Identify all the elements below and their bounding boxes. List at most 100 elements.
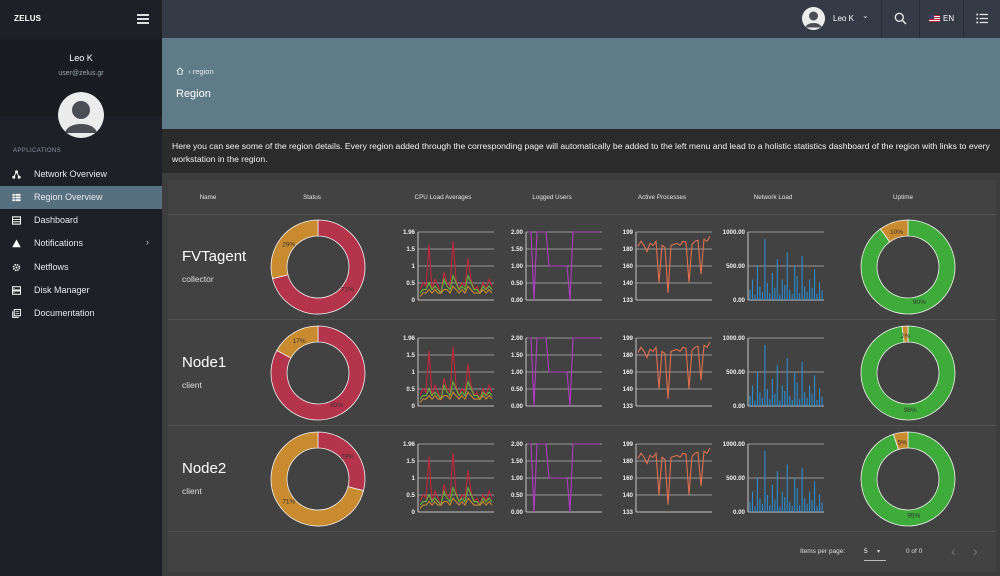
y-tick-label: 133	[623, 297, 634, 304]
y-tick-label: 160	[623, 475, 634, 482]
y-tick-label: 1.00	[511, 369, 524, 376]
sidebar-item-notifications[interactable]: Notifications ›	[0, 232, 162, 255]
previous-page-button[interactable]: ‹	[951, 543, 956, 559]
y-tick-label: 1.5	[406, 352, 415, 359]
bar-mark	[794, 478, 796, 512]
avatar	[58, 92, 104, 138]
items-per-page-select[interactable]: 5	[864, 548, 868, 555]
y-tick-label: 0.00	[511, 403, 524, 410]
donut-slice	[276, 325, 319, 359]
y-tick-label: 199	[623, 441, 634, 448]
bar-mark	[789, 501, 791, 512]
bar-mark	[799, 505, 801, 512]
sidebar-item-dashboard[interactable]: Dashboard	[0, 209, 162, 232]
sidebar-item-documentation[interactable]: Documentation	[0, 302, 162, 325]
bar-mark	[809, 491, 811, 512]
donut-slice	[270, 431, 365, 527]
bar-mark	[761, 503, 763, 512]
donut-slice-label: 90%	[913, 299, 926, 306]
sidebar-section-title: APPLICATIONS	[13, 148, 62, 154]
search-icon[interactable]	[894, 12, 907, 25]
cog-icon	[12, 263, 21, 272]
bar-mark	[766, 283, 768, 300]
region-row-name[interactable]: Node2	[182, 460, 227, 477]
bar-mark	[774, 287, 776, 300]
active-processes-chart: 133 140 160 180 199	[623, 441, 712, 516]
bar-mark	[814, 269, 816, 300]
menu-toggle-icon[interactable]	[137, 14, 149, 24]
donut-slice	[860, 431, 956, 527]
bar-mark	[791, 505, 793, 512]
server-icon	[12, 286, 21, 295]
home-icon[interactable]	[176, 67, 184, 75]
brand-logo[interactable]: ZELUS	[14, 14, 42, 23]
y-tick-label: 1.50	[511, 246, 524, 253]
bar-mark	[766, 495, 768, 512]
y-tick-label: 500.00	[726, 475, 745, 482]
caret-down-icon[interactable]: ▾	[877, 549, 881, 555]
donut-slice	[270, 219, 319, 280]
y-tick-label: 2.00	[511, 335, 524, 342]
language-selector[interactable]: EN	[943, 14, 955, 23]
bar-mark	[809, 279, 811, 300]
bar-mark	[774, 393, 776, 406]
bar-mark	[754, 294, 756, 300]
y-tick-label: 1000.00	[723, 229, 746, 236]
bar-mark	[751, 385, 754, 406]
series-line	[528, 337, 600, 407]
sidebar-item-netflows[interactable]: Netflows	[0, 256, 162, 279]
chevron-down-icon[interactable]: ⌄	[862, 11, 869, 20]
bar-mark	[804, 392, 806, 406]
bar-mark	[766, 389, 768, 406]
bar-mark	[786, 358, 788, 406]
bar-mark	[764, 238, 766, 300]
y-tick-label: 1.96	[403, 441, 416, 448]
donut-slice-label: 17%	[293, 338, 306, 345]
cpu-load-chart: 0 0.5 1 1.5 1.96	[403, 229, 494, 304]
items-per-page-label: Items per page:	[800, 548, 846, 555]
list-menu-icon[interactable]	[976, 13, 988, 24]
bar-mark	[769, 399, 771, 406]
region-row-name[interactable]: Node1	[182, 354, 227, 371]
donut-slice-label: 29%	[282, 241, 295, 248]
logged-users-chart: 0.00 0.50 1.00 1.50 2.00	[511, 229, 602, 304]
column-header-processes: Active Processes	[637, 194, 687, 201]
page-title: Region	[176, 88, 211, 100]
bar-mark	[754, 506, 756, 512]
sidebar-item-label: Disk Manager	[34, 285, 90, 295]
paginator: Items per page: 5 ▾ 0 of 0 ‹ ›	[168, 535, 996, 572]
y-tick-label: 0	[412, 403, 416, 410]
next-page-button[interactable]: ›	[973, 543, 978, 559]
y-tick-label: 0.00	[733, 403, 746, 410]
chevron-right-icon: ›	[146, 237, 149, 247]
donut-slice-label: 71%	[341, 287, 354, 294]
region-row-name[interactable]: FVTagent	[182, 248, 247, 265]
bar-mark	[756, 266, 758, 300]
sidebar: ZELUS Leo K user@zelus.gr APPLICATIONS N…	[0, 0, 162, 576]
series-line	[419, 497, 493, 509]
avatar[interactable]	[802, 7, 825, 30]
y-tick-label: 199	[623, 335, 634, 342]
divider	[168, 214, 996, 215]
y-tick-label: 1.96	[403, 229, 416, 236]
y-tick-label: 0.5	[406, 280, 415, 287]
y-tick-label: 1.50	[511, 352, 524, 359]
sidebar-item-disk-manager[interactable]: Disk Manager	[0, 279, 162, 302]
bar-mark	[751, 491, 754, 512]
sidebar-item-region-overview[interactable]: Region Overview	[0, 186, 162, 209]
bar-mark	[796, 382, 798, 406]
user-name: Leo K	[69, 53, 93, 63]
series-line	[528, 443, 600, 513]
bar-mark	[759, 498, 761, 512]
bar-mark	[761, 397, 763, 406]
bar-mark	[791, 399, 793, 406]
uptime-donut-chart: 98% 2%	[860, 325, 956, 421]
y-tick-label: 0.50	[511, 386, 524, 393]
sidebar-item-network-overview[interactable]: Network Overview	[0, 163, 162, 186]
bar-mark	[779, 400, 781, 406]
bar-mark	[776, 471, 778, 512]
us-flag-icon[interactable]	[929, 15, 940, 22]
bar-mark	[781, 279, 783, 300]
bar-mark	[774, 499, 776, 512]
top-user-name[interactable]: Leo K	[833, 14, 854, 23]
